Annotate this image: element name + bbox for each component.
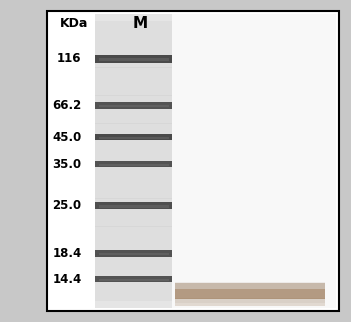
Bar bbox=[95, 86, 172, 96]
Text: 45.0: 45.0 bbox=[52, 130, 81, 144]
Bar bbox=[95, 264, 172, 273]
Bar bbox=[176, 289, 325, 299]
Text: KDa: KDa bbox=[60, 17, 89, 30]
Bar bbox=[95, 14, 172, 308]
Bar bbox=[95, 245, 172, 255]
Bar bbox=[95, 198, 172, 208]
Bar bbox=[99, 59, 168, 61]
Bar bbox=[176, 282, 325, 303]
Bar bbox=[99, 205, 168, 208]
Bar bbox=[95, 105, 172, 114]
Bar bbox=[95, 58, 172, 68]
Text: 14.4: 14.4 bbox=[52, 273, 81, 286]
Bar bbox=[95, 102, 172, 109]
Bar bbox=[95, 217, 172, 227]
Bar bbox=[95, 202, 172, 209]
Bar bbox=[95, 39, 172, 49]
Bar bbox=[95, 236, 172, 245]
Bar bbox=[95, 180, 172, 189]
Bar bbox=[95, 282, 172, 292]
Bar bbox=[95, 161, 172, 167]
Bar bbox=[95, 276, 172, 282]
Bar bbox=[95, 170, 172, 180]
Bar bbox=[95, 95, 172, 105]
Bar bbox=[99, 279, 168, 281]
Bar bbox=[95, 77, 172, 86]
Bar bbox=[95, 133, 172, 142]
Bar bbox=[47, 11, 339, 311]
Text: 18.4: 18.4 bbox=[52, 247, 81, 260]
Bar bbox=[95, 254, 172, 264]
Bar bbox=[95, 30, 172, 40]
Text: 116: 116 bbox=[57, 52, 81, 65]
Bar bbox=[99, 164, 168, 166]
Bar bbox=[95, 142, 172, 152]
Text: 35.0: 35.0 bbox=[52, 158, 81, 171]
Bar bbox=[176, 283, 325, 289]
Bar bbox=[95, 251, 172, 257]
Bar bbox=[95, 55, 172, 63]
Bar bbox=[95, 152, 172, 161]
Bar bbox=[95, 273, 172, 283]
Bar bbox=[95, 161, 172, 170]
Bar bbox=[99, 253, 168, 255]
Bar bbox=[99, 105, 168, 107]
Bar bbox=[95, 67, 172, 77]
Bar bbox=[95, 123, 172, 133]
Bar bbox=[95, 226, 172, 236]
Bar bbox=[95, 49, 172, 58]
Text: 25.0: 25.0 bbox=[52, 199, 81, 212]
Bar bbox=[176, 298, 325, 306]
Bar bbox=[95, 292, 172, 301]
Bar bbox=[95, 114, 172, 124]
Text: M: M bbox=[133, 16, 148, 31]
Bar bbox=[95, 208, 172, 217]
Bar bbox=[95, 134, 172, 140]
Bar bbox=[99, 137, 168, 139]
Bar bbox=[95, 189, 172, 199]
Text: 66.2: 66.2 bbox=[52, 99, 81, 112]
Bar bbox=[95, 21, 172, 30]
Bar bbox=[172, 14, 336, 308]
